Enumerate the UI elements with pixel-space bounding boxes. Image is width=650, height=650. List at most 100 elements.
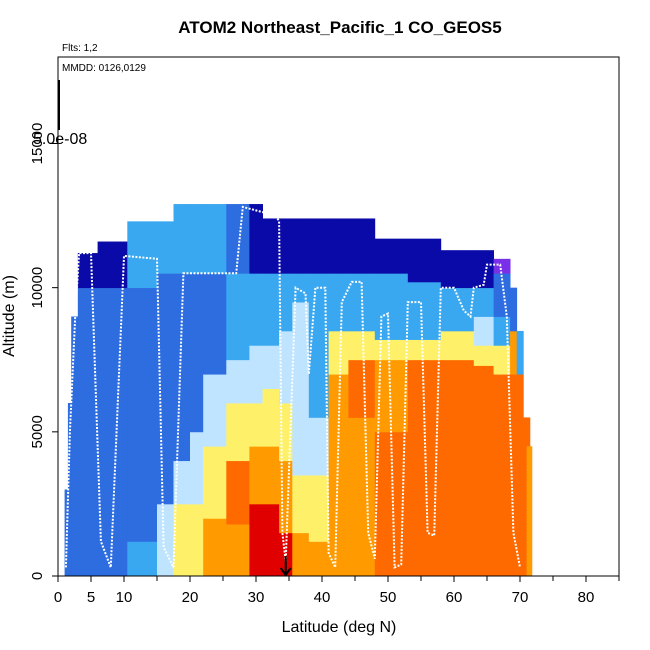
y-tick-label-1: 5000 [29,415,46,448]
heatmap-cell-17-0 [348,417,376,577]
x-tick-label-8: 70 [512,589,529,606]
chart-title: ATOM2 Northeast_Pacific_1 CO_GEOS5 [178,18,501,37]
heatmap-cell-10-4 [226,273,250,361]
heatmap-cell-9-2 [203,374,227,447]
x-axis: 0 5 10 20 30 40 50 60 70 80 [54,576,620,606]
heatmap-cell-11-3 [249,403,263,447]
heatmap-cell-12-1 [262,446,280,505]
dates-annotation: MMDD: 0126,0129 [62,63,146,74]
heatmap-cell-21-1 [473,345,494,366]
heatmap-cell-6-1 [157,273,174,505]
heatmap-cells [64,204,533,577]
heatmap-cell-21-0 [473,365,494,577]
x-tick-label-7: 60 [446,589,463,606]
heatmap-cell-22-0 [493,374,511,577]
heatmap-cell-12-2 [262,388,280,447]
heatmap-cell-16-0 [328,374,349,577]
heatmap-cell-9-3 [203,273,227,375]
heatmap-cell-22-4 [493,258,511,274]
heatmap-cell-11-1 [249,503,263,548]
x-tick-label-1: 5 [87,589,95,606]
heatmap-cell-11-4 [249,345,263,404]
heatmap-cell-18-1 [374,359,409,433]
heatmap-cell-16-3 [328,218,349,274]
heatmap-cell-8-3 [190,204,204,274]
heatmap-cell-23-2 [510,287,518,332]
marker-head [279,567,292,577]
x-tick-label-9: 80 [578,589,595,606]
heatmap-cell-2-0 [71,316,79,577]
heatmap-cell-18-3 [374,273,409,340]
heatmap-cell-10-3 [226,359,250,404]
x-axis-label: Latitude (deg N) [282,619,397,636]
heatmap-cell-9-1 [203,446,227,519]
heatmap-cell-14-0 [292,532,310,577]
heatmap-cell-21-3 [473,287,494,317]
heatmap-cell-19-3 [407,238,442,283]
heatmap-cell-7-2 [173,273,191,462]
heatmap-cell-21-2 [473,316,494,346]
heatmap-cell-16-1 [328,330,349,375]
heatmap-cell-8-0 [190,503,204,577]
heatmap-cell-19-1 [407,339,442,361]
heatmap-cell-11-5 [249,273,263,346]
heatmap-cell-16-2 [328,273,349,332]
heatmap-cell-11-6 [249,204,263,274]
x-tick-label-6: 50 [380,589,397,606]
flights-annotation: Flts: 1,2 [62,43,98,54]
y-tick-label-3: 15000 [29,123,46,165]
y-axis: 0 5000 10000 15000 [29,123,58,580]
y-tick-label-0: 0 [29,572,46,580]
heatmap-cell-8-1 [190,431,204,505]
plot-frame [57,56,620,577]
heatmap-cell-6-2 [157,221,174,274]
heatmap-cell-5-2 [127,221,158,289]
heatmap-cell-20-1 [440,330,475,361]
heatmap-cell-26-0 [526,446,533,577]
heatmap-cell-22-1 [493,345,511,375]
heatmap-cell-20-3 [440,250,475,289]
heatmap-cell-18-4 [374,238,409,274]
heatmap-cell-13-3 [279,330,293,404]
heatmap-cell-15-0 [308,541,329,577]
heatmap-cell-24-1 [516,330,524,375]
heatmap-cell-14-4 [292,218,310,274]
x-tick-label-4: 30 [248,589,265,606]
heatmap-cell-7-0 [173,503,191,577]
heatmap-cell-17-2 [348,330,376,361]
heatmap-cell-14-2 [292,302,310,476]
heatmap-cell-12-5 [262,218,280,274]
heatmap-cell-5-0 [127,541,158,577]
heatmap-cell-13-5 [279,218,293,274]
heatmap-cell-17-1 [348,359,376,418]
y-tick-label-2: 10000 [29,267,46,309]
heatmap-cell-12-0 [262,503,280,577]
x-tick-label-0: 0 [54,589,62,606]
heatmap-cell-15-1 [308,475,329,542]
y-axis-label: Altitude (m) [1,275,18,357]
heatmap-cell-3-0 [77,287,98,577]
latitude-marker-arrow [279,556,292,577]
flight-path-line [64,205,521,569]
scale-label: 5.0e-08 [33,131,87,148]
heatmap-cell-10-1 [226,460,250,525]
x-tick-label-5: 40 [314,589,331,606]
heatmap-cell-24-0 [516,374,524,577]
heatmap-cell-15-4 [308,218,329,274]
heatmap-cell-4-0 [97,287,128,577]
heatmap-cell-21-4 [473,250,494,289]
heatmap-cell-14-1 [292,475,310,534]
heatmap-cell-12-4 [262,273,280,346]
heatmap-cell-11-0 [249,547,263,577]
heatmap-cell-6-0 [157,503,174,577]
heatmap-cell-19-2 [407,281,442,340]
scale-legend: 5.0e-08 [33,80,87,148]
heatmap-cell-9-0 [203,518,227,577]
heatmap-cell-10-5 [226,204,250,274]
heatmap-cell-22-3 [493,273,511,317]
heatmap-cell-11-2 [249,446,263,505]
heatmap-cell-20-0 [440,359,475,577]
heatmap-cell-12-3 [262,345,280,389]
heatmap-cell-10-2 [226,403,250,462]
